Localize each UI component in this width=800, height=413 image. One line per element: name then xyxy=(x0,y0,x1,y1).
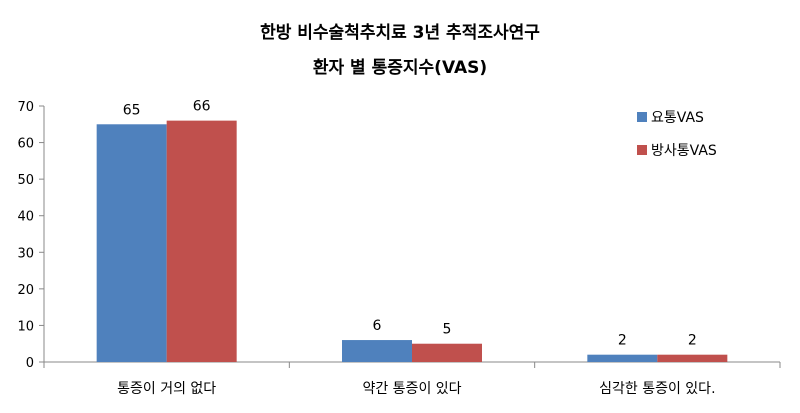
category-label: 통증이 거의 없다 xyxy=(117,381,216,397)
category-labels-group: 통증이 거의 없다 약간 통증이 있다 심각한 통증이 있다. xyxy=(117,381,715,397)
bar-lumbar-0 xyxy=(96,124,167,363)
y-tick-group: 0 10 20 30 40 50 60 70 xyxy=(17,100,44,371)
y-tick-label: 10 xyxy=(17,319,34,334)
y-tick-label: 70 xyxy=(17,100,34,115)
bar-radiating-0 xyxy=(166,120,237,362)
y-tick-label: 0 xyxy=(26,356,34,371)
y-tick-label: 30 xyxy=(17,246,34,261)
data-label: 6 xyxy=(373,318,382,334)
legend-swatch xyxy=(637,112,647,122)
chart-subtitle: 환자 별 통증지수(VAS) xyxy=(313,58,487,78)
y-tick-label: 20 xyxy=(17,283,34,298)
data-label: 65 xyxy=(123,102,141,118)
bar-lumbar-1 xyxy=(342,340,412,362)
y-tick-label: 50 xyxy=(17,173,34,188)
y-tick-label: 60 xyxy=(17,137,34,152)
bars-group xyxy=(96,120,728,363)
data-labels-group: 65 666 52 2 xyxy=(123,99,697,349)
legend-label: 방사통VAS xyxy=(651,143,717,159)
category-label: 약간 통증이 있다 xyxy=(362,381,461,397)
bar-radiating-1 xyxy=(412,343,482,362)
x-tick-group xyxy=(43,362,781,368)
category-label: 심각한 통증이 있다. xyxy=(599,381,715,397)
data-label: 5 xyxy=(443,322,452,338)
legend-swatch xyxy=(637,145,647,155)
bar-lumbar-2 xyxy=(587,354,658,362)
legend-label: 요통VAS xyxy=(651,110,704,126)
data-label: 2 xyxy=(618,333,627,349)
chart-title: 한방 비수술척추치료 3년 추적조사연구 xyxy=(260,23,540,43)
y-tick-label: 40 xyxy=(17,210,34,225)
data-label: 66 xyxy=(193,99,211,115)
bar-radiating-2 xyxy=(657,354,728,362)
data-label: 2 xyxy=(688,333,697,349)
legend: 요통VAS 방사통VAS xyxy=(637,110,717,159)
